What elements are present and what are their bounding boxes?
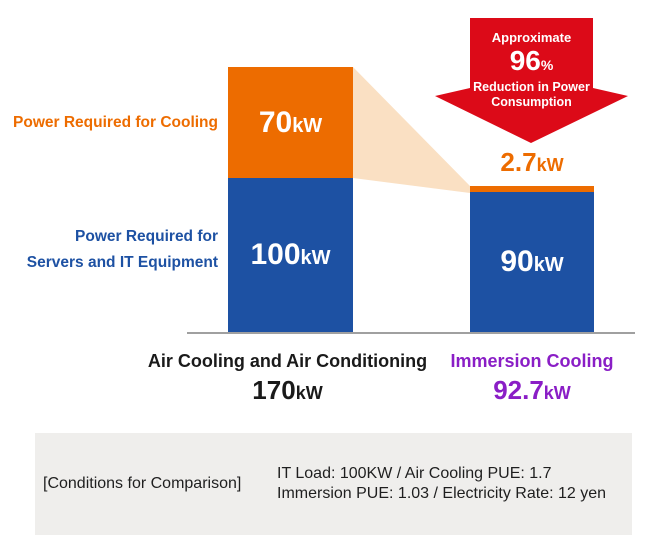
kw-unit: kW [536,155,564,175]
air-it-number: 100 [250,238,301,271]
conditions-line2: Immersion PUE: 1.03 / Electricity Rate: … [277,485,607,502]
callout-line2: Reduction in Power [473,80,590,94]
conditions-text: IT Load: 100KW / Air Cooling PUE: 1.7 Im… [277,464,606,504]
category-immersion-total: 92.7kW [442,376,622,407]
baseline-axis [187,332,635,334]
air-it-segment: 100kW [228,178,353,332]
legend-it-label: Power Required for Servers and IT Equipm… [0,224,218,276]
immersion-cooling-segment [470,186,594,192]
percent-sign: % [540,57,554,73]
bar-immersion-cooling: 90kW [470,186,594,332]
air-cooling-segment: 70kW [228,67,353,178]
air-total-number: 170 [252,375,296,405]
conditions-label: [Conditions for Comparison] [43,475,242,492]
immersion-total-number: 92.7 [493,375,544,405]
category-immersion: Immersion Cooling 92.7kW [442,350,622,407]
callout-value: 96 [509,45,541,76]
air-cooling-value: 70kW [259,106,322,140]
reduction-callout: Approximate 96% Reduction in Power Consu… [461,30,602,110]
callout-line3: Consumption [491,95,572,109]
callout-percentage: 96% [461,46,602,80]
air-it-value: 100kW [250,238,330,272]
immersion-it-segment: 90kW [470,192,594,332]
immersion-it-number: 90 [500,245,534,278]
conditions-line1: IT Load: 100KW / Air Cooling PUE: 1.7 [277,465,552,482]
legend-cooling-label: Power Required for Cooling [13,114,218,131]
category-air-cooling: Air Cooling and Air Conditioning 170kW [110,350,465,407]
kw-unit: kW [300,247,331,269]
kw-unit: kW [543,383,571,403]
kw-unit: kW [533,254,564,276]
conditions-box: [Conditions for Comparison] IT Load: 100… [35,433,632,535]
air-cooling-number: 70 [258,105,293,139]
legend-it-line2: Servers and IT Equipment [26,254,218,271]
immersion-cooling-number: 2.7 [500,147,537,177]
immersion-cooling-value: 2.7kW [470,148,594,179]
category-air-label: Air Cooling and Air Conditioning [147,351,428,371]
immersion-it-value: 90kW [500,245,563,279]
bar-air-cooling: 70kW 100kW [228,67,353,332]
kw-unit: kW [292,114,323,137]
reduction-arrow-icon [435,18,628,143]
category-immersion-label: Immersion Cooling [450,351,614,371]
legend-it-line1: Power Required for [75,228,218,245]
callout-line1: Approximate [491,30,572,45]
kw-unit: kW [295,383,323,403]
reduction-flow-trapezoid [353,67,470,193]
category-air-total: 170kW [110,376,465,407]
